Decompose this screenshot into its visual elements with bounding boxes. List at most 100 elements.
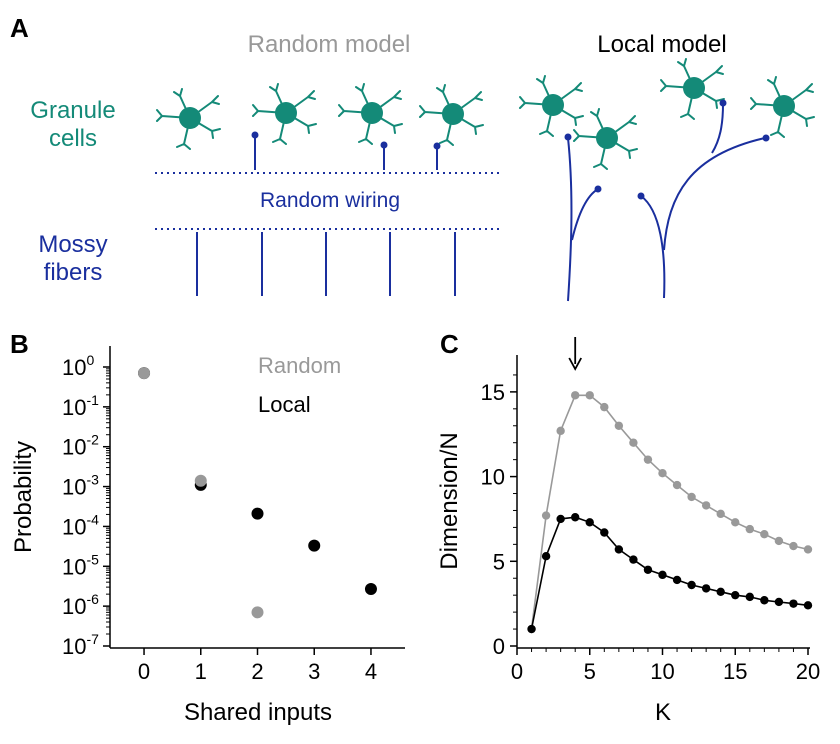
b-x-tick-label: 4 <box>365 659 377 684</box>
b-x-tick-label: 2 <box>251 659 263 684</box>
c-point-local <box>643 565 653 574</box>
granule-cell-icon <box>252 83 317 145</box>
c-point-random <box>629 438 638 447</box>
c-point-random <box>658 469 667 478</box>
c-point-local <box>658 570 667 580</box>
c-point-random <box>789 541 798 551</box>
mossy-label-line1: Mossy <box>38 231 107 258</box>
c-x-tick-label: 0 <box>511 659 523 684</box>
b-point-local <box>364 582 377 595</box>
fiber-terminals <box>564 99 770 200</box>
granule-cell-icon <box>419 84 484 146</box>
b-y-tick-label: 10-3 <box>62 472 99 500</box>
c-point-local <box>789 599 798 608</box>
granule-label-line2: cells <box>49 125 97 152</box>
fiber-terminals <box>251 131 441 150</box>
c-point-random <box>701 501 711 510</box>
b-legend-local: Local <box>258 392 311 417</box>
granule-cell-icon <box>573 108 638 170</box>
granule-cell-icon <box>156 88 221 150</box>
c-x-tick-label: 15 <box>723 659 747 684</box>
c-point-random <box>614 421 624 430</box>
c-point-random <box>760 529 769 539</box>
panel-a: A Random model Local model Granule cells… <box>10 13 815 302</box>
c-point-random <box>745 524 754 534</box>
b-x-tick-label: 0 <box>138 659 150 684</box>
c-point-local <box>774 597 784 607</box>
b-point-random <box>251 606 264 619</box>
b-y-tick-label: 10-7 <box>62 631 99 659</box>
c-point-local <box>672 575 682 585</box>
c-point-local <box>527 624 536 634</box>
b-point-local <box>251 507 264 520</box>
panel-letter-c: C <box>440 329 459 359</box>
c-point-random <box>556 426 565 436</box>
b-y-tick-label: 10-1 <box>62 392 99 420</box>
b-x-ticks: 0 1 2 3 4 <box>138 648 377 684</box>
b-y-ticks: 100 10-1 10-2 10-3 10-4 10-5 10-6 10-7 <box>62 352 110 659</box>
panel-letter-a: A <box>10 13 29 43</box>
local-fibers <box>567 103 766 302</box>
b-x-tick-label: 1 <box>195 659 207 684</box>
c-point-random <box>774 536 784 546</box>
random-wiring-label: Random wiring <box>260 189 400 212</box>
b-x-tick-label: 3 <box>308 659 320 684</box>
c-point-local <box>585 518 594 527</box>
c-point-local <box>629 555 638 564</box>
c-point-local <box>614 545 624 554</box>
local-model-title: Local model <box>597 31 726 58</box>
panel-c: C 0 5 10 15 0 5 10 15 20 K Dimension/N <box>436 329 820 726</box>
b-x-axis-label: Shared inputs <box>184 699 332 726</box>
c-point-local <box>556 514 565 524</box>
b-point-local <box>308 539 321 552</box>
b-y-tick-label: 10-5 <box>62 551 99 579</box>
c-point-random <box>541 511 551 520</box>
c-y-ticks: 0 5 10 15 <box>481 374 517 659</box>
c-x-tick-label: 5 <box>584 659 596 684</box>
b-y-axis-label: Probability <box>10 441 37 553</box>
c-point-random <box>672 480 682 490</box>
c-point-random <box>585 391 594 400</box>
b-y-tick-label: 10-2 <box>62 432 99 460</box>
b-y-tick-label: 10-6 <box>62 591 99 619</box>
c-point-local <box>803 601 813 610</box>
c-x-axis-label: K <box>655 699 671 726</box>
c-point-local <box>701 584 711 593</box>
granule-cell-icon <box>338 83 403 145</box>
mossy-fibers <box>196 232 456 296</box>
b-legend-random: Random <box>258 353 341 378</box>
c-x-tick-label: 20 <box>796 659 820 684</box>
granule-cell-icon <box>750 76 815 138</box>
c-y-tick-label: 0 <box>493 634 505 659</box>
granule-cell-icon <box>519 75 584 137</box>
random-short-fibers <box>254 137 438 170</box>
c-point-local <box>541 552 551 561</box>
c-line-random <box>530 394 809 630</box>
c-y-axis-label: Dimension/N <box>436 432 463 569</box>
panel-letter-b: B <box>10 329 29 359</box>
c-point-random <box>731 518 740 527</box>
c-point-local <box>571 513 580 522</box>
b-y-tick-label: 10-4 <box>62 511 99 539</box>
random-model-title: Random model <box>248 31 411 58</box>
c-point-local <box>600 528 609 537</box>
c-y-tick-label: 15 <box>481 380 505 405</box>
c-peak-arrow-icon <box>568 337 582 371</box>
b-point-random <box>194 474 207 487</box>
c-point-local <box>745 592 754 602</box>
b-y-tick-label: 100 <box>62 352 94 380</box>
c-y-tick-label: 5 <box>493 549 505 574</box>
granule-cell-icon <box>660 58 725 120</box>
c-point-random <box>600 402 609 412</box>
c-x-ticks: 0 5 10 15 20 <box>511 648 820 684</box>
c-point-random <box>643 455 653 464</box>
c-point-local <box>760 596 769 605</box>
c-series <box>527 391 813 634</box>
c-y-tick-label: 10 <box>481 465 505 490</box>
c-point-random <box>571 391 580 400</box>
c-point-random <box>716 509 725 519</box>
c-point-local <box>716 587 725 596</box>
c-x-tick-label: 10 <box>650 659 674 684</box>
